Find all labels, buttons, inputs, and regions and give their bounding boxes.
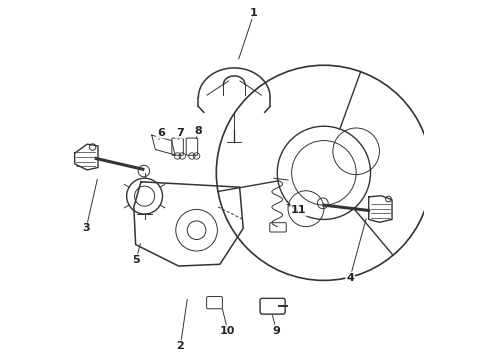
- Text: 11: 11: [291, 206, 307, 216]
- Text: 1: 1: [250, 8, 258, 18]
- Text: 4: 4: [346, 273, 354, 283]
- Text: 7: 7: [176, 128, 184, 138]
- Text: 3: 3: [82, 224, 90, 233]
- Text: 2: 2: [176, 341, 184, 351]
- Text: 9: 9: [272, 325, 280, 336]
- Text: 8: 8: [195, 126, 202, 135]
- Text: 6: 6: [157, 128, 165, 138]
- Text: 5: 5: [132, 255, 140, 265]
- Text: 10: 10: [220, 325, 236, 336]
